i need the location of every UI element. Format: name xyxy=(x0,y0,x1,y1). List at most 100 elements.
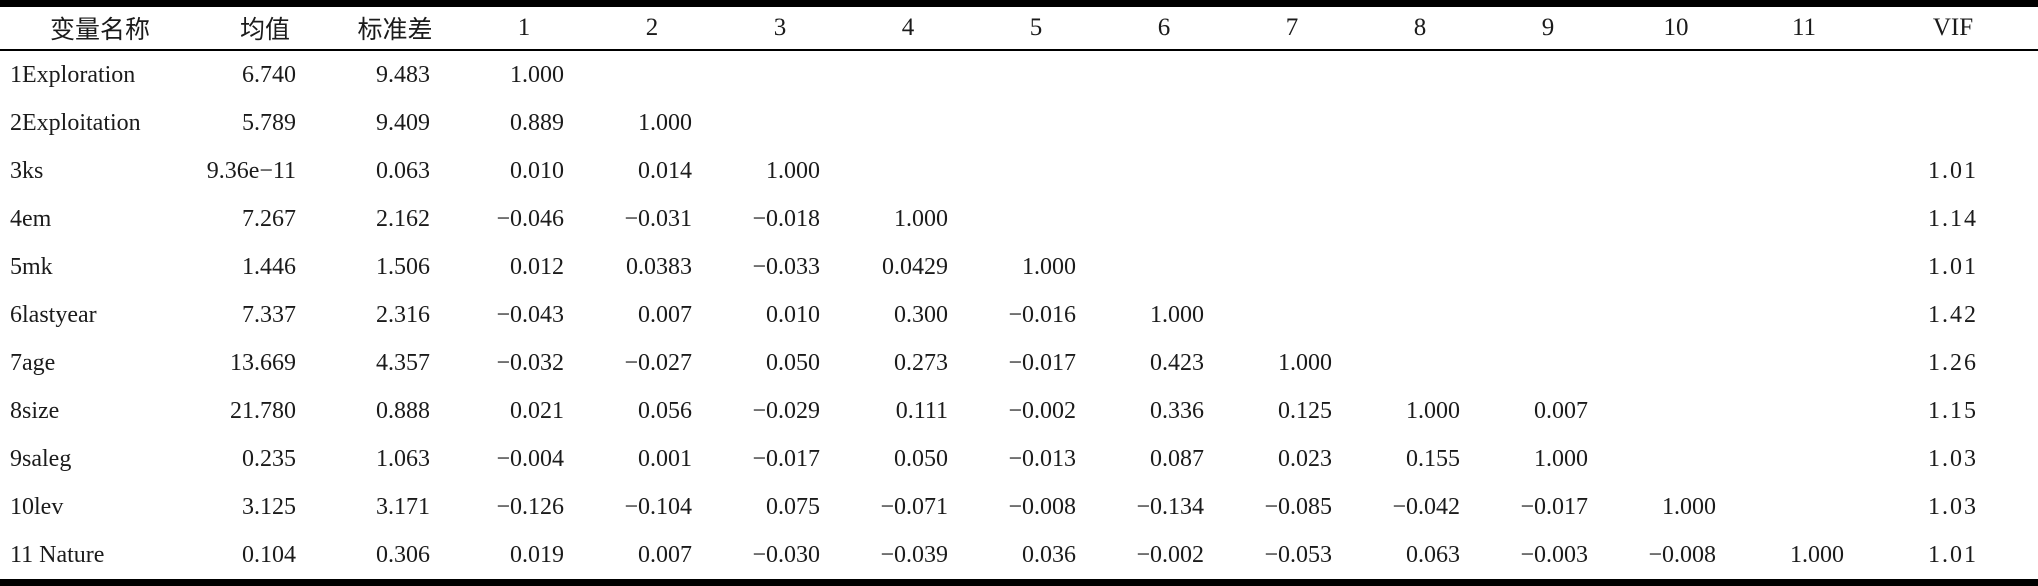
value-cell: 0.007 xyxy=(1534,397,1588,424)
value-cell: −0.033 xyxy=(752,253,820,280)
value-cell xyxy=(1100,147,1228,195)
table-row: 8size 21.780 0.888 0.021 0.056 −0.029 0.111 −0.… xyxy=(0,387,2038,435)
mean-cell: 3.125 xyxy=(242,493,296,520)
vif-cell: 1.03 xyxy=(1928,445,1978,472)
value-cell: 0.036 xyxy=(1022,541,1076,568)
value-cell xyxy=(1612,339,1740,387)
value-cell: 0.336 xyxy=(1150,397,1204,424)
column-header-variable-name: 变量名称 xyxy=(49,17,150,44)
value-cell: −0.085 xyxy=(1264,493,1332,520)
vif-cell xyxy=(1868,50,2038,99)
row-name-cell: 7age xyxy=(10,349,56,376)
value-cell: 0.007 xyxy=(638,541,692,568)
value-cell: 0.0429 xyxy=(882,253,948,280)
value-cell: −0.027 xyxy=(624,349,692,376)
sd-cell: 1.506 xyxy=(376,253,430,280)
row-name-cell: 3ks xyxy=(10,157,44,184)
vif-cell: 1.15 xyxy=(1928,397,1978,424)
column-header: 7 xyxy=(1285,14,1299,41)
value-cell xyxy=(716,50,844,99)
vif-cell xyxy=(1868,99,2038,147)
value-cell: −0.002 xyxy=(1008,397,1076,424)
sd-cell: 9.409 xyxy=(376,109,430,136)
sd-cell: 2.316 xyxy=(376,301,430,328)
value-cell: 0.0383 xyxy=(626,253,692,280)
value-cell xyxy=(1100,99,1228,147)
value-cell: 0.056 xyxy=(638,397,692,424)
mean-cell: 7.267 xyxy=(242,205,296,232)
mean-cell: 6.740 xyxy=(242,61,296,88)
value-cell: 1.000 xyxy=(1790,541,1844,568)
value-cell: 0.125 xyxy=(1278,397,1332,424)
sd-cell: 0.306 xyxy=(376,541,430,568)
value-cell: 0.019 xyxy=(510,541,564,568)
value-cell: 1.000 xyxy=(638,109,692,136)
value-cell xyxy=(972,147,1100,195)
value-cell: 1.000 xyxy=(1662,493,1716,520)
value-cell xyxy=(1356,50,1484,99)
column-header: 2 xyxy=(645,14,659,41)
mean-cell: 0.104 xyxy=(242,541,296,568)
column-header: VIF xyxy=(1932,14,1974,41)
value-cell: 0.012 xyxy=(510,253,564,280)
mean-cell: 21.780 xyxy=(230,397,296,424)
sd-cell: 9.483 xyxy=(376,61,430,88)
value-cell: 0.423 xyxy=(1150,349,1204,376)
value-cell: 0.050 xyxy=(894,445,948,472)
value-cell: −0.017 xyxy=(1008,349,1076,376)
value-cell: −0.053 xyxy=(1264,541,1332,568)
value-cell xyxy=(1484,147,1612,195)
value-cell xyxy=(1484,195,1612,243)
value-cell xyxy=(1356,339,1484,387)
value-cell xyxy=(1100,243,1228,291)
table-row: 5mk 1.446 1.506 0.012 0.0383 −0.033 0.0429 1.00… xyxy=(0,243,2038,291)
value-cell: 0.300 xyxy=(894,301,948,328)
mean-cell: 1.446 xyxy=(242,253,296,280)
value-cell xyxy=(588,50,716,99)
row-name-cell: 5mk xyxy=(10,253,53,280)
value-cell: 1.000 xyxy=(1022,253,1076,280)
value-cell xyxy=(1356,147,1484,195)
vif-cell: 1.26 xyxy=(1928,349,1978,376)
row-name-cell: 8size xyxy=(10,397,60,424)
value-cell: −0.013 xyxy=(1008,445,1076,472)
value-cell: 0.087 xyxy=(1150,445,1204,472)
value-cell: 1.000 xyxy=(1278,349,1332,376)
value-cell: −0.004 xyxy=(496,445,564,472)
value-cell xyxy=(1484,243,1612,291)
row-name-cell: 2Exploitation xyxy=(10,109,141,136)
value-cell: 1.000 xyxy=(1534,445,1588,472)
value-cell: −0.031 xyxy=(624,205,692,232)
column-header: 均值 xyxy=(239,17,290,44)
value-cell: −0.104 xyxy=(624,493,692,520)
value-cell: −0.008 xyxy=(1648,541,1716,568)
column-header: 9 xyxy=(1541,14,1555,41)
table-row: 6lastyear 7.337 2.316 −0.043 0.007 0.010 0.300… xyxy=(0,291,2038,339)
value-cell xyxy=(1740,291,1868,339)
value-cell xyxy=(1740,435,1868,483)
vif-cell: 1.01 xyxy=(1928,157,1978,184)
value-cell: −0.017 xyxy=(1520,493,1588,520)
value-cell xyxy=(1612,387,1740,435)
table-row: 11 Nature 0.104 0.306 0.019 0.007 −0.030 −0.03… xyxy=(0,531,2038,583)
value-cell xyxy=(1740,387,1868,435)
vif-cell: 1.14 xyxy=(1928,205,1978,232)
mean-cell: 13.669 xyxy=(230,349,296,376)
value-cell xyxy=(1484,99,1612,147)
row-name-cell: 4em xyxy=(10,205,52,232)
table-row: 1Exploration 6.740 9.483 1.000 xyxy=(0,50,2038,99)
value-cell: −0.126 xyxy=(496,493,564,520)
vif-cell: 1.42 xyxy=(1928,301,1978,328)
value-cell xyxy=(1100,195,1228,243)
value-cell: −0.030 xyxy=(752,541,820,568)
sd-cell: 0.888 xyxy=(376,397,430,424)
table-row: 4em 7.267 2.162 −0.046 −0.031 −0.018 1.000 1.14 xyxy=(0,195,2038,243)
value-cell: 0.001 xyxy=(638,445,692,472)
column-header: 11 xyxy=(1791,14,1817,41)
value-cell: 1.000 xyxy=(1406,397,1460,424)
value-cell xyxy=(1740,339,1868,387)
value-cell: −0.134 xyxy=(1136,493,1204,520)
mean-cell: 0.235 xyxy=(242,445,296,472)
value-cell: 0.050 xyxy=(766,349,820,376)
